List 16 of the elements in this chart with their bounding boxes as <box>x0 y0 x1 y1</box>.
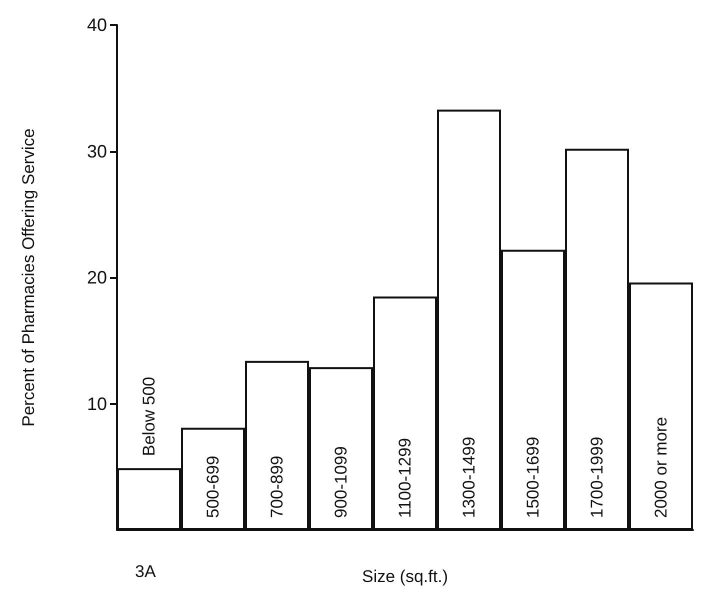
x-tick-label: 1700-1999 <box>588 436 606 518</box>
x-tick-label: 700-899 <box>268 456 286 518</box>
x-axis-title: Size (sq.ft.) <box>362 567 448 586</box>
x-tick-label: 500-699 <box>204 456 222 518</box>
x-tick-label: 900-1099 <box>332 446 350 518</box>
y-tick-label: 10 <box>86 394 107 414</box>
x-tick-label: 1100-1299 <box>396 438 414 518</box>
x-tick-label: Below 500 <box>140 376 158 456</box>
y-tick-label: 40 <box>86 15 107 35</box>
y-tick-label: 20 <box>86 268 107 288</box>
text: 3A <box>135 562 156 581</box>
y-axis-title: Percent of Pharmacies Offering Service <box>19 128 38 427</box>
y-tick-label: 30 <box>86 141 107 162</box>
x-tick-label: 1300-1499 <box>460 436 478 518</box>
x-tick-label: 2000 or more <box>652 416 670 518</box>
x-tick-label: 1500-1699 <box>524 436 542 518</box>
